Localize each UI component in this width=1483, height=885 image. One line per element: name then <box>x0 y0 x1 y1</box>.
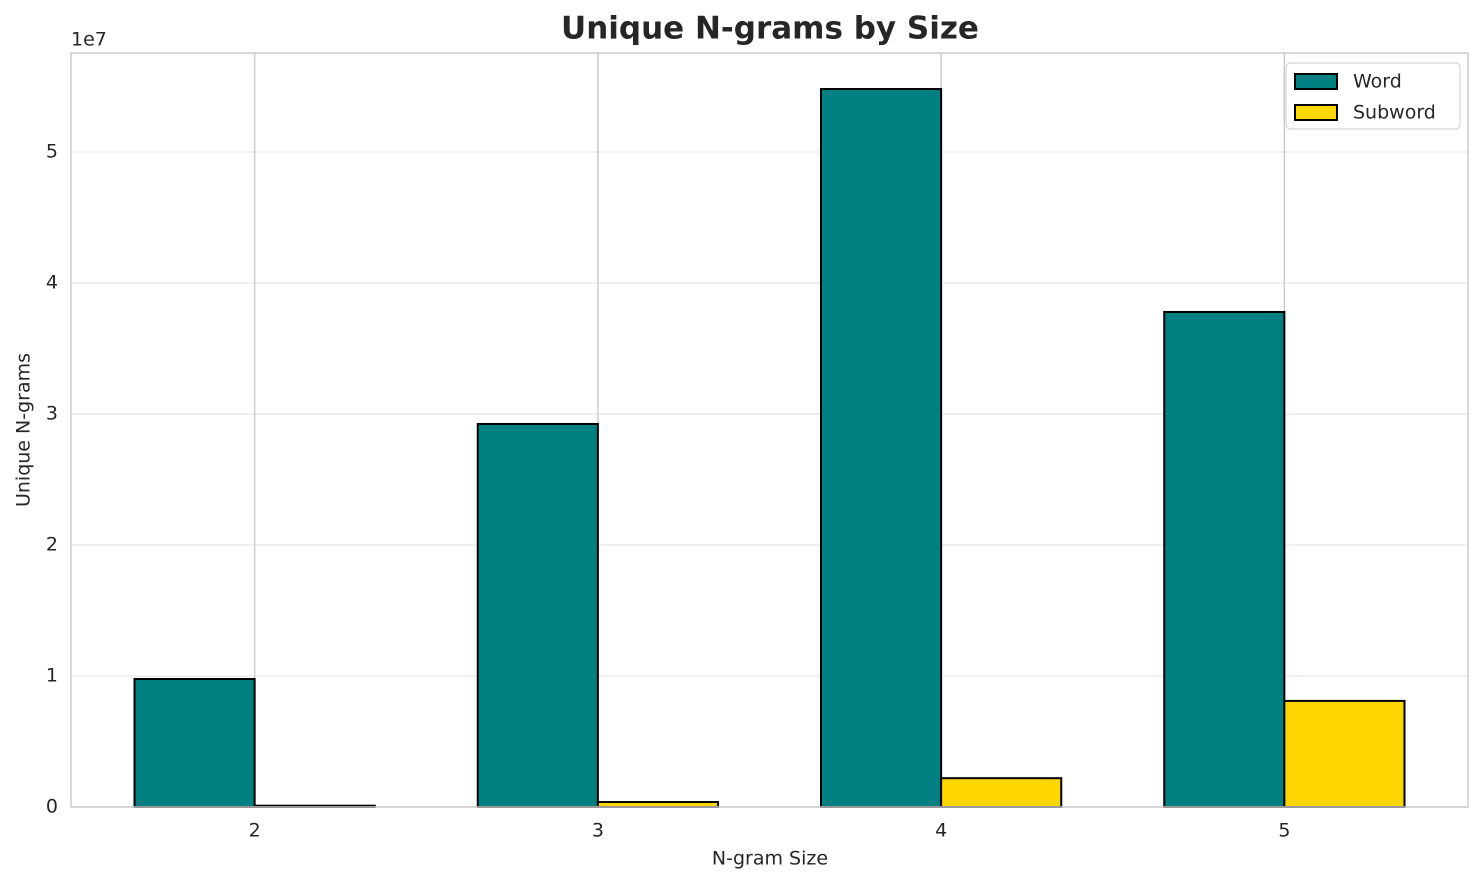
y-tick-label: 5 <box>46 141 58 163</box>
x-tick-label: 4 <box>935 820 947 842</box>
bar <box>1283 699 1406 809</box>
legend-label: Word <box>1353 71 1402 93</box>
x-tick-label: 3 <box>592 820 604 842</box>
y-tick-label: 4 <box>46 272 58 294</box>
chart-title: Unique N-grams by Size <box>561 11 979 47</box>
y-tick-label: 2 <box>46 534 58 556</box>
legend-swatch <box>1294 73 1338 90</box>
bar <box>1163 310 1286 808</box>
x-tick-label: 2 <box>249 820 261 842</box>
x-tick-label: 5 <box>1278 820 1290 842</box>
bar <box>476 422 599 808</box>
legend: Word Subword <box>1285 62 1461 130</box>
bar <box>133 678 256 808</box>
x-axis-label: N-gram Size <box>712 848 828 870</box>
plot-frame <box>70 52 1469 808</box>
y-offset-label: 1e7 <box>71 29 107 51</box>
bar <box>940 777 1063 809</box>
y-tick-label: 1 <box>46 665 58 687</box>
y-axis-label: Unique N-grams <box>13 353 35 507</box>
legend-swatch <box>1294 104 1338 121</box>
bar <box>819 88 943 809</box>
legend-label: Subword <box>1353 102 1436 124</box>
y-tick-label: 3 <box>46 403 58 425</box>
y-tick-label: 0 <box>46 796 58 818</box>
